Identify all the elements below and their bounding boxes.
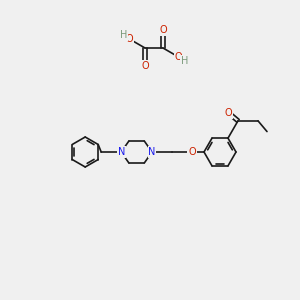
Text: N: N	[118, 147, 125, 157]
Text: H: H	[120, 31, 127, 40]
Text: O: O	[175, 52, 182, 62]
Text: H: H	[181, 56, 188, 65]
Text: N: N	[148, 147, 156, 157]
Text: O: O	[188, 147, 196, 157]
Text: O: O	[126, 34, 133, 44]
Text: O: O	[141, 61, 149, 71]
Text: O: O	[159, 25, 167, 35]
Text: O: O	[225, 108, 232, 118]
